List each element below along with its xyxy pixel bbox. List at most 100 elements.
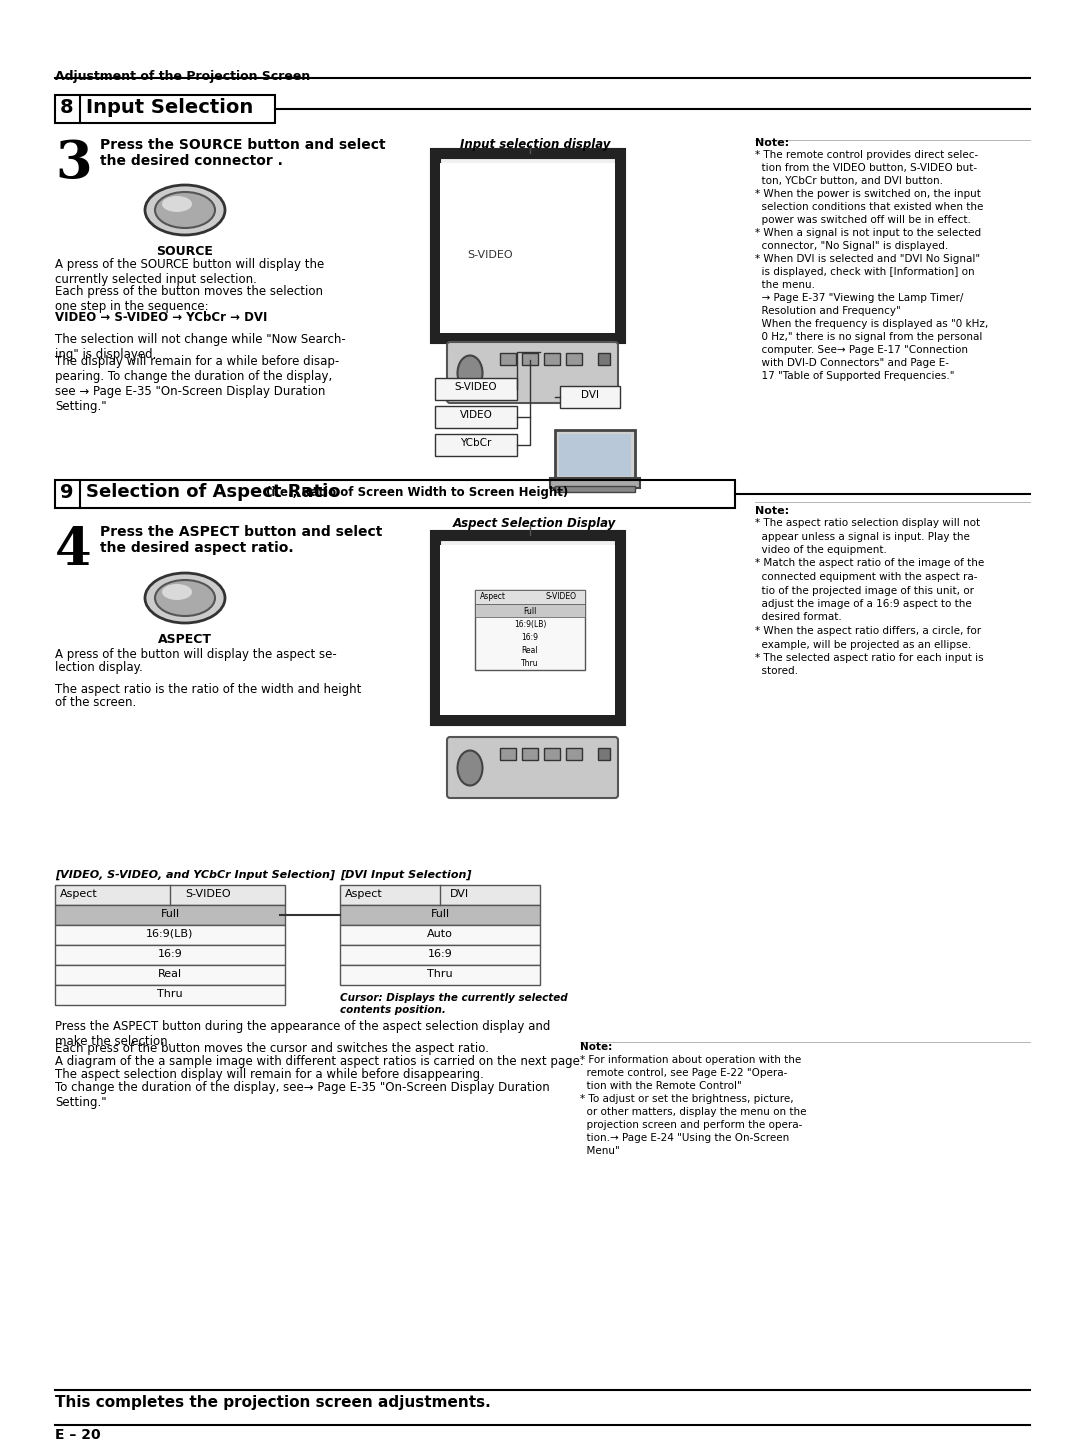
Bar bbox=[340, 965, 540, 986]
Text: 16:9(LB): 16:9(LB) bbox=[146, 929, 193, 940]
Text: 3: 3 bbox=[55, 138, 92, 189]
Text: [VIDEO, S-VIDEO, and YCbCr Input Selection]: [VIDEO, S-VIDEO, and YCbCr Input Selecti… bbox=[55, 870, 335, 880]
Text: Aspect: Aspect bbox=[480, 592, 507, 601]
Bar bbox=[440, 163, 615, 333]
Text: tion.→ Page E-24 "Using the On-Screen: tion.→ Page E-24 "Using the On-Screen bbox=[580, 1133, 789, 1143]
Bar bbox=[522, 353, 538, 365]
Bar bbox=[475, 604, 585, 617]
Text: with DVI-D Connectors" and Page E-: with DVI-D Connectors" and Page E- bbox=[755, 357, 949, 367]
Bar bbox=[340, 885, 540, 905]
Bar bbox=[440, 545, 615, 715]
Text: S-VIDEO: S-VIDEO bbox=[545, 592, 576, 601]
Bar bbox=[435, 153, 620, 339]
Text: Aspect: Aspect bbox=[345, 889, 382, 899]
Text: A press of the SOURCE button will display the
currently selected input selection: A press of the SOURCE button will displa… bbox=[55, 258, 324, 285]
Text: Selection of Aspect Ratio: Selection of Aspect Ratio bbox=[86, 483, 340, 501]
Text: Note:: Note: bbox=[755, 506, 789, 516]
Text: 8: 8 bbox=[60, 98, 73, 117]
Bar bbox=[55, 965, 285, 986]
Bar bbox=[55, 925, 285, 945]
Bar bbox=[561, 386, 620, 408]
Bar bbox=[566, 748, 582, 759]
Text: connector, "No Signal" is displayed.: connector, "No Signal" is displayed. bbox=[755, 241, 948, 251]
Text: E – 20: E – 20 bbox=[55, 1428, 100, 1441]
Text: The aspect selection display will remain for a while before disappearing.: The aspect selection display will remain… bbox=[55, 1068, 484, 1081]
Bar bbox=[340, 905, 540, 925]
Bar bbox=[475, 589, 585, 604]
Text: the desired connector .: the desired connector . bbox=[100, 154, 283, 169]
Ellipse shape bbox=[156, 192, 215, 228]
Bar bbox=[544, 353, 561, 365]
Text: Auto: Auto bbox=[427, 929, 453, 940]
Text: Real: Real bbox=[158, 968, 183, 978]
Text: * When the aspect ratio differs, a circle, for: * When the aspect ratio differs, a circl… bbox=[755, 625, 981, 635]
Ellipse shape bbox=[162, 584, 192, 599]
Text: Thru: Thru bbox=[158, 989, 183, 999]
Text: VIDEO: VIDEO bbox=[460, 411, 492, 419]
Text: Press the SOURCE button and select: Press the SOURCE button and select bbox=[100, 138, 386, 151]
Text: Thru: Thru bbox=[428, 968, 453, 978]
Text: Press the ASPECT button and select: Press the ASPECT button and select bbox=[100, 525, 382, 539]
Ellipse shape bbox=[458, 356, 483, 391]
Text: tio of the projected image of this unit, or: tio of the projected image of this unit,… bbox=[755, 585, 974, 595]
Text: * Match the aspect ratio of the image of the: * Match the aspect ratio of the image of… bbox=[755, 559, 984, 569]
Bar bbox=[555, 429, 635, 480]
Text: Menu": Menu" bbox=[580, 1146, 620, 1156]
Bar bbox=[559, 434, 631, 476]
Text: Aspect: Aspect bbox=[60, 889, 98, 899]
Text: DVI: DVI bbox=[581, 391, 599, 401]
Bar bbox=[566, 353, 582, 365]
Text: or other matters, display the menu on the: or other matters, display the menu on th… bbox=[580, 1107, 807, 1117]
FancyBboxPatch shape bbox=[447, 736, 618, 798]
Text: DVI: DVI bbox=[450, 889, 469, 899]
Bar bbox=[598, 748, 610, 759]
Text: Note:: Note: bbox=[755, 138, 789, 148]
Text: tion from the VIDEO button, S-VIDEO but-: tion from the VIDEO button, S-VIDEO but- bbox=[755, 163, 977, 173]
Text: Input selection display: Input selection display bbox=[460, 138, 610, 151]
Text: video of the equipment.: video of the equipment. bbox=[755, 545, 887, 555]
Ellipse shape bbox=[145, 574, 225, 623]
Text: power was switched off will be in effect.: power was switched off will be in effect… bbox=[755, 215, 971, 225]
Bar bbox=[555, 486, 635, 491]
Text: Note:: Note: bbox=[580, 1042, 612, 1052]
Text: desired format.: desired format. bbox=[755, 612, 841, 623]
Text: Cursor: Displays the currently selected
contents position.: Cursor: Displays the currently selected … bbox=[340, 993, 568, 1014]
Text: * For information about operation with the: * For information about operation with t… bbox=[580, 1055, 801, 1065]
Text: Full: Full bbox=[431, 909, 449, 919]
Text: The selection will not change while "Now Search-
ing" is displayed.: The selection will not change while "Now… bbox=[55, 333, 346, 362]
Bar bbox=[522, 748, 538, 759]
Text: * The aspect ratio selection display will not: * The aspect ratio selection display wil… bbox=[755, 517, 981, 527]
Bar bbox=[500, 353, 516, 365]
Text: This completes the projection screen adjustments.: This completes the projection screen adj… bbox=[55, 1395, 490, 1409]
Text: To change the duration of the display, see→ Page E-35 "On-Screen Display Duratio: To change the duration of the display, s… bbox=[55, 1081, 550, 1110]
Bar bbox=[55, 986, 285, 1004]
Text: 4: 4 bbox=[55, 525, 92, 576]
Text: the menu.: the menu. bbox=[755, 280, 815, 290]
Text: S-VIDEO: S-VIDEO bbox=[185, 889, 231, 899]
Bar bbox=[550, 478, 640, 488]
Text: * The selected aspect ratio for each input is: * The selected aspect ratio for each inp… bbox=[755, 653, 984, 663]
Bar bbox=[435, 406, 517, 428]
FancyBboxPatch shape bbox=[447, 342, 618, 403]
Text: is displayed, check with [Information] on: is displayed, check with [Information] o… bbox=[755, 267, 974, 277]
Text: SOURCE: SOURCE bbox=[157, 245, 214, 258]
Text: S-VIDEO: S-VIDEO bbox=[455, 382, 497, 392]
Bar bbox=[475, 589, 585, 670]
Text: ton, YCbCr button, and DVI button.: ton, YCbCr button, and DVI button. bbox=[755, 176, 943, 186]
Text: projection screen and perform the opera-: projection screen and perform the opera- bbox=[580, 1120, 802, 1130]
Text: [DVI Input Selection]: [DVI Input Selection] bbox=[340, 870, 472, 880]
Text: 16:9: 16:9 bbox=[428, 950, 453, 960]
Text: selection conditions that existed when the: selection conditions that existed when t… bbox=[755, 202, 984, 212]
Text: Each press of the button moves the cursor and switches the aspect ratio.: Each press of the button moves the curso… bbox=[55, 1042, 489, 1055]
Text: The aspect ratio is the ratio of the width and height: The aspect ratio is the ratio of the wid… bbox=[55, 683, 362, 696]
Bar bbox=[55, 885, 285, 905]
Text: Each press of the button moves the selection
one step in the sequence:: Each press of the button moves the selec… bbox=[55, 285, 323, 313]
Text: 16:9(LB): 16:9(LB) bbox=[514, 620, 546, 630]
Text: → Page E-37 "Viewing the Lamp Timer/: → Page E-37 "Viewing the Lamp Timer/ bbox=[755, 293, 963, 303]
Text: * The remote control provides direct selec-: * The remote control provides direct sel… bbox=[755, 150, 978, 160]
Bar bbox=[340, 925, 540, 945]
Text: 16:9: 16:9 bbox=[158, 950, 183, 960]
Bar bbox=[435, 378, 517, 401]
Text: tion with the Remote Control": tion with the Remote Control" bbox=[580, 1081, 742, 1091]
Text: When the frequency is displayed as "0 kHz,: When the frequency is displayed as "0 kH… bbox=[755, 318, 988, 329]
